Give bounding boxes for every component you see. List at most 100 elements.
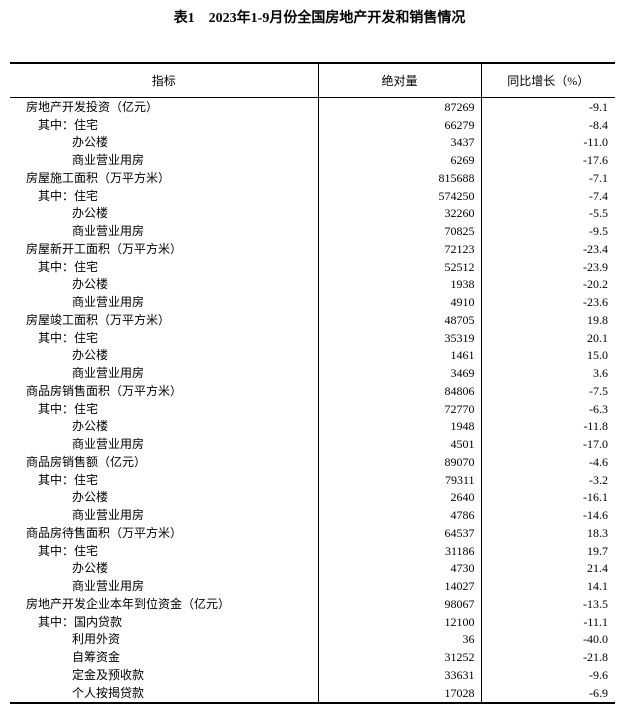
indicator-cell: 办公楼: [72, 490, 109, 505]
absolute-value-cell: 2640: [317, 488, 481, 507]
table-row: 其中：国内贷款 12100 -11.1: [10, 612, 615, 631]
absolute-value-cell: 574250: [317, 186, 481, 205]
yoy-growth-cell: -7.1: [480, 169, 615, 187]
table-row: 其中：住宅 79311 -3.2: [10, 470, 615, 489]
absolute-value-cell: 6269: [317, 151, 481, 169]
absolute-value-cell: 4786: [317, 506, 481, 524]
absolute-value-cell: 1461: [317, 346, 481, 365]
table-row: 商业营业用房 14027 14.1: [10, 577, 615, 595]
indicator-cell: 其中：住宅: [38, 543, 99, 558]
table-row: 其中：住宅 31186 19.7: [10, 541, 615, 560]
yoy-growth-cell: 3.6: [480, 364, 615, 382]
indicator-cell: 其中：住宅: [38, 259, 99, 274]
table-row: 房屋新开工面积（万平方米） 72123 -23.4: [10, 240, 615, 258]
yoy-growth-cell: -14.6: [480, 506, 615, 524]
table-row: 房地产开发企业本年到位资金（亿元） 98067 -13.5: [10, 595, 615, 613]
real-estate-stats-table: 指标 绝对量 同比增长（%） 房地产开发投资（亿元） 87269 -9.1 其中…: [10, 62, 615, 704]
table-row: 办公楼 4730 21.4: [10, 559, 615, 578]
absolute-value-cell: 14027: [317, 577, 481, 595]
table-row: 其中：住宅 574250 -7.4: [10, 186, 615, 205]
absolute-value-cell: 33631: [317, 666, 481, 684]
indicator-cell: 商业营业用房: [72, 579, 145, 594]
yoy-growth-cell: -3.2: [480, 470, 615, 489]
table-row: 办公楼 1948 -11.8: [10, 417, 615, 436]
table-row: 商业营业用房 4501 -17.0: [10, 435, 615, 453]
indicator-cell: 办公楼: [72, 348, 109, 363]
yoy-growth-cell: -16.1: [480, 488, 615, 507]
table-row: 房地产开发投资（亿元） 87269 -9.1: [10, 97, 615, 116]
indicator-cell: 办公楼: [72, 135, 109, 150]
absolute-value-cell: 35319: [317, 328, 481, 347]
yoy-growth-cell: -7.4: [480, 186, 615, 205]
indicator-cell: 商品房销售额（亿元）: [26, 454, 147, 469]
absolute-value-cell: 98067: [317, 595, 481, 613]
indicator-cell: 其中：住宅: [38, 472, 99, 487]
indicator-cell: 其中：住宅: [38, 117, 99, 132]
indicator-cell: 自筹资金: [72, 650, 121, 665]
table-row: 办公楼 1938 -20.2: [10, 275, 615, 294]
yoy-growth-cell: -7.5: [480, 382, 615, 400]
header-row: 指标 绝对量 同比增长（%）: [10, 63, 615, 98]
table-row: 商品房待售面积（万平方米） 64537 18.3: [10, 524, 615, 542]
indicator-cell: 商品房待售面积（万平方米）: [26, 525, 183, 540]
yoy-growth-cell: -9.6: [480, 666, 615, 684]
indicator-cell: 个人按揭贷款: [72, 685, 145, 700]
column-header-indicator: 指标: [10, 63, 318, 98]
absolute-value-cell: 3469: [317, 364, 481, 382]
yoy-growth-cell: -21.8: [480, 648, 615, 666]
indicator-cell: 商业营业用房: [72, 437, 145, 452]
indicator-cell: 房屋新开工面积（万平方米）: [26, 241, 183, 256]
absolute-value-cell: 79311: [317, 470, 481, 489]
indicator-cell: 商业营业用房: [72, 224, 145, 239]
column-header-absolute-value: 绝对量: [317, 63, 481, 98]
indicator-cell: 房地产开发企业本年到位资金（亿元）: [26, 596, 231, 611]
yoy-growth-cell: 20.1: [480, 328, 615, 347]
yoy-growth-cell: -11.1: [480, 612, 615, 631]
absolute-value-cell: 89070: [317, 453, 481, 471]
table-body: 房地产开发投资（亿元） 87269 -9.1 其中：住宅 66279 -8.4 …: [10, 97, 615, 703]
table-row: 商品房销售额（亿元） 89070 -4.6: [10, 453, 615, 471]
table-row: 房屋竣工面积（万平方米） 48705 19.8: [10, 311, 615, 329]
yoy-growth-cell: -17.6: [480, 151, 615, 169]
absolute-value-cell: 31252: [317, 648, 481, 666]
indicator-cell: 办公楼: [72, 419, 109, 434]
absolute-value-cell: 72123: [317, 240, 481, 258]
indicator-cell: 利用外资: [72, 632, 121, 647]
absolute-value-cell: 1938: [317, 275, 481, 294]
table-row: 其中：住宅 35319 20.1: [10, 328, 615, 347]
indicator-cell: 商业营业用房: [72, 508, 145, 523]
absolute-value-cell: 66279: [317, 115, 481, 134]
yoy-growth-cell: -11.8: [480, 417, 615, 436]
yoy-growth-cell: 18.3: [480, 524, 615, 542]
table-row: 办公楼 32260 -5.5: [10, 204, 615, 223]
table-row: 商品房销售面积（万平方米） 84806 -7.5: [10, 382, 615, 400]
indicator-cell: 房地产开发投资（亿元）: [26, 99, 159, 114]
table-row: 办公楼 2640 -16.1: [10, 488, 615, 507]
absolute-value-cell: 17028: [317, 683, 481, 703]
indicator-cell: 定金及预收款: [72, 667, 145, 682]
yoy-growth-cell: -17.0: [480, 435, 615, 453]
yoy-growth-cell: -6.9: [480, 683, 615, 703]
yoy-growth-cell: 19.8: [480, 311, 615, 329]
table-row: 商业营业用房 70825 -9.5: [10, 222, 615, 240]
table-row: 商业营业用房 4786 -14.6: [10, 506, 615, 524]
yoy-growth-cell: 19.7: [480, 541, 615, 560]
indicator-cell: 其中：住宅: [38, 188, 99, 203]
yoy-growth-cell: -11.0: [480, 133, 615, 152]
indicator-cell: 房屋竣工面积（万平方米）: [26, 312, 171, 327]
yoy-growth-cell: -9.1: [480, 97, 615, 116]
indicator-cell: 其中：住宅: [38, 330, 99, 345]
column-header-yoy-growth: 同比增长（%）: [480, 63, 615, 98]
absolute-value-cell: 87269: [317, 97, 481, 116]
indicator-cell: 商业营业用房: [72, 295, 145, 310]
absolute-value-cell: 72770: [317, 399, 481, 418]
absolute-value-cell: 4910: [317, 293, 481, 311]
indicator-cell: 办公楼: [72, 561, 109, 576]
yoy-growth-cell: 15.0: [480, 346, 615, 365]
yoy-growth-cell: -5.5: [480, 204, 615, 223]
yoy-growth-cell: 14.1: [480, 577, 615, 595]
indicator-cell: 其中：住宅: [38, 401, 99, 416]
table-row: 办公楼 3437 -11.0: [10, 133, 615, 152]
absolute-value-cell: 1948: [317, 417, 481, 436]
